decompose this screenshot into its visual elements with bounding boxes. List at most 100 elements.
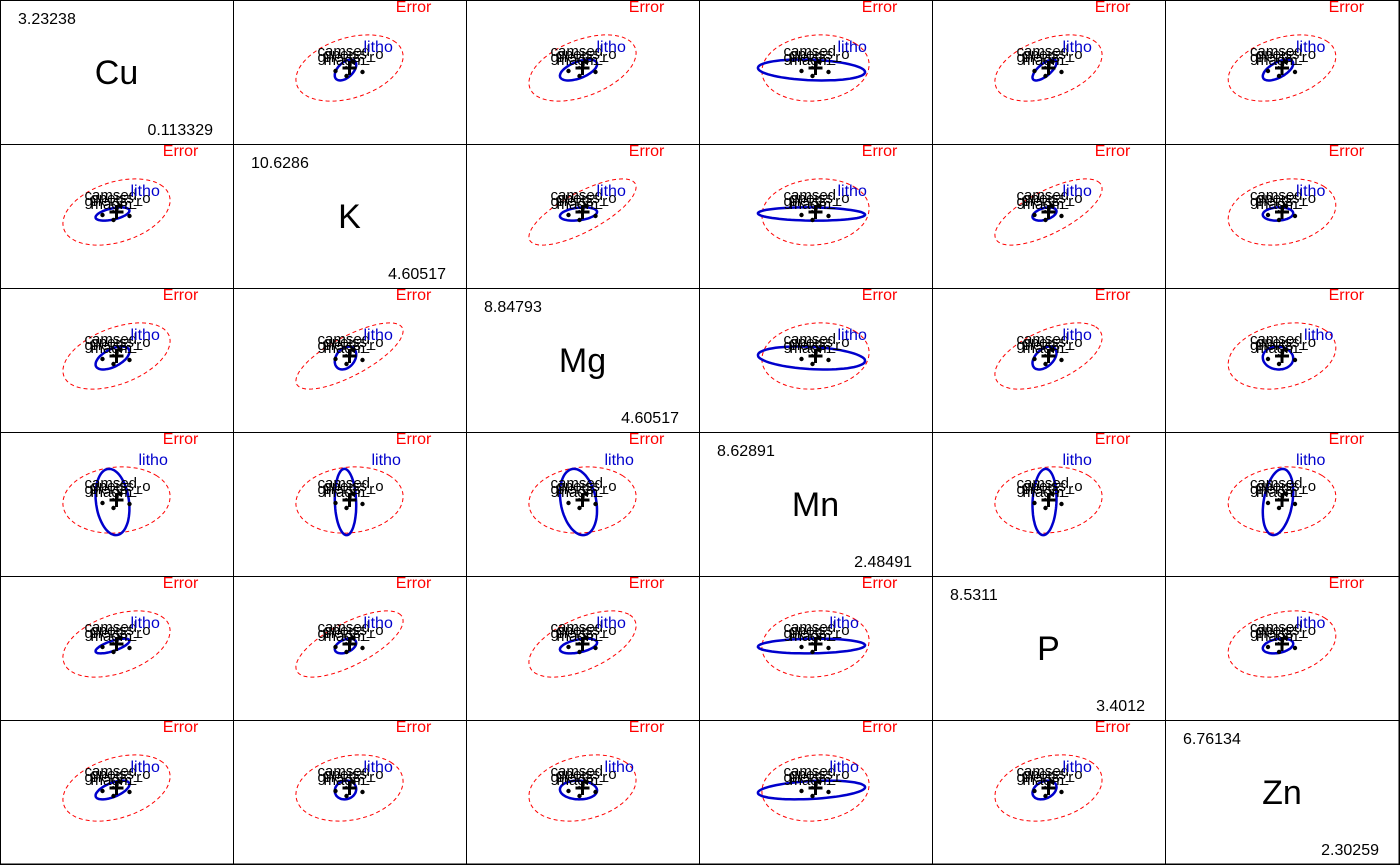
group-level-label: magm bbox=[790, 340, 832, 357]
group-level-label: gneiss_o bbox=[324, 622, 384, 639]
centroid-cross bbox=[575, 637, 590, 651]
group-level-label: magm bbox=[1256, 340, 1298, 357]
hypothesis-label: litho bbox=[597, 615, 626, 632]
error-label: Error bbox=[862, 287, 898, 304]
group-mean-point bbox=[1059, 789, 1064, 795]
group-level-label: camsed bbox=[551, 475, 604, 492]
group-mean-point bbox=[344, 793, 349, 799]
group-level-label: gneiss_o bbox=[1023, 478, 1083, 495]
error-label: Error bbox=[396, 575, 432, 592]
group-mean-point bbox=[826, 213, 831, 219]
panel-Mg-Mg: 8.84793 Mg 4.60517 bbox=[466, 288, 700, 433]
group-level-label: gneiss_o bbox=[324, 766, 384, 783]
group-level-label: gneiss_o bbox=[91, 622, 151, 639]
group-level-label: gneiss_r bbox=[551, 769, 608, 786]
group-mean-point bbox=[817, 347, 822, 353]
group-mean-point bbox=[1265, 356, 1271, 362]
group-level-label: magm bbox=[557, 52, 599, 69]
group-level-label: gneiss_r bbox=[1017, 481, 1074, 498]
hypothesis-label: litho bbox=[364, 327, 393, 344]
diag-variable-name: Mn bbox=[792, 486, 839, 524]
hypothesis-ellipse bbox=[1261, 467, 1295, 537]
hypothesis-ellipse bbox=[333, 58, 358, 82]
diag-variable-name: K bbox=[338, 198, 361, 236]
group-level-label: magm bbox=[1023, 484, 1065, 501]
group-level-label: gneiss_o bbox=[91, 478, 151, 495]
error-label: Error bbox=[1329, 287, 1365, 304]
group-mean-point bbox=[333, 68, 338, 74]
error-ellipse bbox=[528, 610, 637, 678]
hypothesis-ellipse bbox=[333, 345, 358, 371]
group-level-label: magm bbox=[91, 196, 133, 213]
group-mean-point bbox=[344, 505, 349, 511]
centroid-cross bbox=[1041, 349, 1056, 363]
group-mean-point bbox=[111, 505, 116, 511]
error-label: Error bbox=[1095, 143, 1131, 160]
error-label: Error bbox=[163, 287, 199, 304]
group-mean-point bbox=[1050, 779, 1055, 785]
group-mean-point bbox=[360, 645, 365, 651]
group-level-label: camsed bbox=[1250, 619, 1303, 636]
diag-variable-name: Mg bbox=[559, 342, 606, 380]
hypothesis-label: litho bbox=[1063, 452, 1092, 469]
error-ellipse bbox=[1227, 610, 1337, 678]
group-mean-point bbox=[799, 644, 804, 650]
group-mean-point bbox=[118, 347, 123, 353]
group-level-label: gneiss_o bbox=[1256, 46, 1316, 63]
hypothesis-label: litho bbox=[1063, 759, 1092, 776]
hypothesis-label: litho bbox=[1296, 183, 1325, 200]
error-ellipse bbox=[761, 322, 870, 390]
group-mean-point bbox=[100, 212, 105, 218]
group-level-label: gneiss_o bbox=[324, 478, 384, 495]
hypothesis-ellipse bbox=[756, 637, 867, 655]
group-level-label: gneiss_r bbox=[1017, 193, 1074, 210]
centroid-cross bbox=[808, 349, 823, 363]
group-level-label: gneiss_r bbox=[318, 769, 375, 786]
group-level-label: gneiss_r bbox=[85, 337, 142, 354]
group-level-label: magm bbox=[1023, 52, 1065, 69]
group-mean-point bbox=[1032, 212, 1037, 218]
centroid-cross bbox=[1275, 493, 1289, 507]
group-level-label: gneiss_r bbox=[1250, 625, 1307, 642]
centroid-cross bbox=[109, 349, 124, 363]
hypothesis-label: litho bbox=[838, 183, 867, 200]
group-level-label: camsed bbox=[551, 187, 604, 204]
group-mean-point bbox=[577, 73, 582, 79]
error-ellipse bbox=[528, 178, 637, 246]
group-level-label: gneiss_o bbox=[91, 766, 151, 783]
group-level-label: gneiss_r bbox=[1017, 337, 1074, 354]
group-mean-point bbox=[1276, 217, 1282, 223]
group-level-label: gneiss_r bbox=[784, 49, 841, 66]
group-level-label: magm bbox=[557, 772, 599, 789]
group-level-label: camsed bbox=[85, 331, 138, 348]
group-level-label: camsed bbox=[318, 763, 371, 780]
group-mean-point bbox=[584, 491, 589, 497]
error-label: Error bbox=[1329, 575, 1365, 592]
group-mean-point bbox=[1050, 347, 1055, 353]
group-level-label: camsed bbox=[1017, 187, 1070, 204]
error-ellipse bbox=[295, 754, 404, 822]
group-level-label: gneiss_r bbox=[1250, 481, 1307, 498]
group-mean-point bbox=[351, 347, 356, 353]
group-mean-point bbox=[1276, 505, 1282, 511]
centroid-cross bbox=[1041, 205, 1056, 219]
hypothesis-ellipse bbox=[756, 779, 867, 801]
hypothesis-label: litho bbox=[1063, 39, 1092, 56]
diag-min-label: 4.60517 bbox=[388, 266, 446, 283]
hypothesis-label: litho bbox=[364, 615, 393, 632]
group-mean-point bbox=[810, 361, 815, 367]
centroid-cross bbox=[1041, 781, 1056, 795]
group-level-label: camsed bbox=[551, 43, 604, 60]
